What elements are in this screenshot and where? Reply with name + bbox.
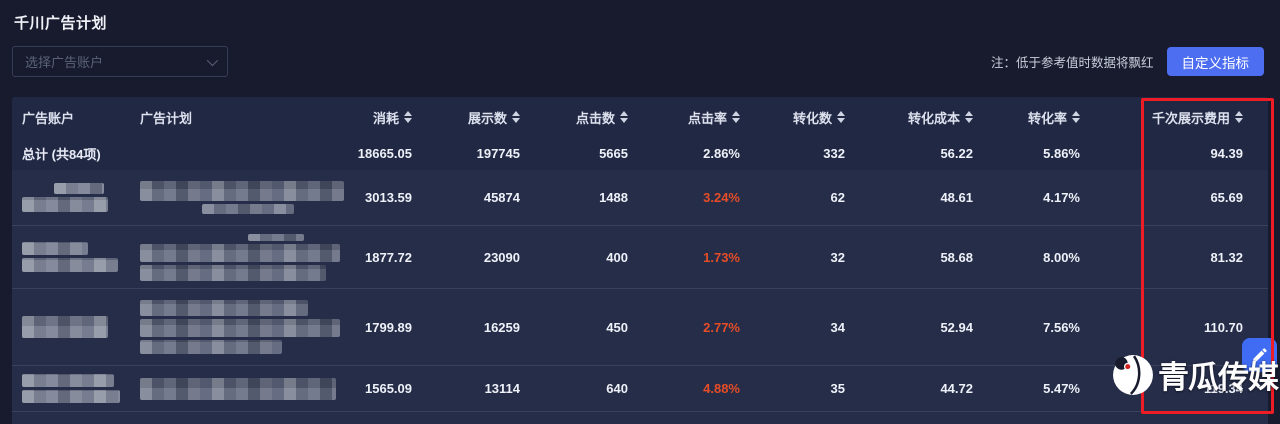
cell-cpm: 81.32 — [1210, 249, 1243, 265]
sort-icon[interactable] — [837, 111, 845, 123]
cell-conversion-rate: 8.00% — [1043, 249, 1080, 265]
header-conversions[interactable]: 转化数 — [748, 108, 853, 127]
cell-conversions: 35 — [830, 381, 845, 396]
cell-ctr-flagged: 1.73% — [703, 249, 740, 265]
cell-clicks: 640 — [606, 381, 628, 396]
pencil-icon — [1251, 346, 1269, 364]
header-account: 广告账户 — [22, 110, 75, 126]
cell-cost: 3013.59 — [365, 190, 412, 205]
chevron-down-icon — [206, 54, 219, 66]
cell-conversions: 62 — [830, 190, 845, 205]
total-cost: 18665.05 — [357, 146, 412, 161]
table-row: 1565.09 13114 640 4.88% 35 44.72 5.47% 1… — [12, 366, 1268, 412]
cell-conversion-rate: 5.47% — [1043, 381, 1080, 396]
cell-conversion-cost: 58.68 — [940, 249, 973, 265]
partial-next-row — [12, 412, 1268, 424]
redacted-plan — [140, 181, 344, 214]
sort-icon[interactable] — [512, 111, 520, 123]
cell-clicks: 400 — [606, 249, 628, 265]
sort-icon[interactable] — [965, 111, 973, 123]
header-ctr[interactable]: 点击率 — [636, 108, 748, 127]
cell-cpm: 110.70 — [1203, 319, 1243, 335]
sort-icon[interactable] — [1235, 111, 1243, 123]
cell-cpm: 65.69 — [1210, 190, 1243, 205]
cell-conversion-rate: 7.56% — [1043, 319, 1080, 335]
cell-cost: 1799.89 — [365, 319, 412, 335]
table-row: 1877.72 23090 400 1.73% 32 58.68 8.00% 8… — [12, 226, 1268, 289]
sort-icon[interactable] — [732, 111, 740, 123]
header-clicks[interactable]: 点击数 — [528, 108, 636, 127]
total-label: 总计 (共84项) — [22, 147, 101, 162]
cell-ctr-flagged: 3.24% — [703, 190, 740, 205]
redacted-account — [12, 242, 140, 272]
redacted-account — [12, 374, 140, 403]
cell-conversion-rate: 4.17% — [1043, 190, 1080, 205]
cell-conversion-cost: 48.61 — [940, 190, 973, 205]
cell-conversions: 32 — [830, 249, 845, 265]
redacted-account — [12, 183, 140, 212]
total-clicks: 5665 — [599, 146, 628, 161]
ad-plan-table: 广告账户 广告计划 消耗 展示数 点击数 点击率 转化数 转化成本 转化率 千次… — [12, 97, 1268, 424]
edit-pencil-button[interactable] — [1242, 338, 1277, 372]
redacted-plan — [140, 233, 340, 281]
table-row: 1799.89 16259 450 2.77% 34 52.94 7.56% 1… — [12, 289, 1268, 366]
total-conversion-cost: 56.22 — [940, 146, 973, 161]
redacted-account — [12, 316, 140, 338]
total-conversions: 332 — [823, 146, 845, 161]
page-title: 千川广告计划 — [14, 15, 108, 32]
total-row: 总计 (共84项) 18665.05 197745 5665 2.86% 332… — [12, 137, 1268, 170]
total-conversion-rate: 5.86% — [1043, 146, 1080, 161]
cell-conversion-cost: 44.72 — [940, 381, 973, 396]
custom-metrics-button[interactable]: 自定义指标 — [1166, 47, 1264, 76]
table-header-row: 广告账户 广告计划 消耗 展示数 点击数 点击率 转化数 转化成本 转化率 千次… — [12, 97, 1268, 137]
redacted-plan — [140, 377, 336, 400]
reference-value-note: 注：低于参考值时数据将飘红 — [990, 56, 1154, 70]
total-impressions: 197745 — [476, 146, 520, 161]
cell-ctr-flagged: 2.77% — [703, 319, 740, 335]
header-conversion-cost[interactable]: 转化成本 — [853, 108, 981, 127]
cell-conversions: 34 — [830, 319, 845, 335]
sort-icon[interactable] — [1072, 111, 1080, 123]
header-cost[interactable]: 消耗 — [312, 108, 420, 127]
toolbar-right: 注：低于参考值时数据将飘红 自定义指标 — [991, 47, 1264, 76]
total-ctr: 2.86% — [703, 146, 740, 161]
redacted-plan — [140, 300, 340, 354]
cell-cost: 1877.72 — [365, 249, 412, 265]
cell-cpm: 119.34 — [1203, 381, 1243, 396]
cell-clicks: 1488 — [599, 190, 628, 205]
cell-clicks: 450 — [606, 319, 628, 335]
account-select[interactable]: 选择广告账户 — [12, 46, 228, 77]
sort-icon[interactable] — [620, 111, 628, 123]
sort-icon[interactable] — [404, 111, 412, 123]
header-plan: 广告计划 — [140, 110, 193, 126]
header-impressions[interactable]: 展示数 — [420, 108, 528, 127]
cell-impressions: 45874 — [483, 190, 520, 205]
cell-impressions: 23090 — [483, 249, 520, 265]
account-select-placeholder: 选择广告账户 — [25, 55, 104, 70]
table-row: 3013.59 45874 1488 3.24% 62 48.61 4.17% … — [12, 170, 1268, 226]
header-cpm[interactable]: 千次展示费用 — [1088, 108, 1268, 127]
total-cpm: 94.39 — [1210, 146, 1243, 161]
cell-ctr-flagged: 4.88% — [703, 381, 740, 396]
header-conversion-rate[interactable]: 转化率 — [981, 108, 1088, 127]
cell-impressions: 16259 — [483, 319, 520, 335]
cell-cost: 1565.09 — [365, 381, 412, 396]
cell-conversion-cost: 52.94 — [940, 319, 973, 335]
cell-impressions: 13114 — [484, 381, 520, 396]
